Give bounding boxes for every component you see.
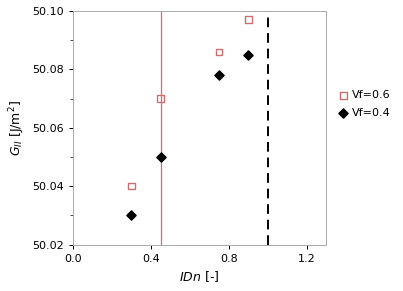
- Vf=0.6: [245, 17, 251, 22]
- Y-axis label: $G_{II}$ [J/m$^2$]: $G_{II}$ [J/m$^2$]: [7, 100, 27, 156]
- Legend: Vf=0.6, Vf=0.4: Vf=0.6, Vf=0.4: [334, 86, 395, 123]
- Vf=0.6: [216, 49, 222, 54]
- Vf=0.6: [128, 184, 135, 189]
- Vf=0.4: [245, 52, 251, 57]
- Vf=0.4: [128, 213, 135, 218]
- Vf=0.6: [158, 96, 164, 101]
- Vf=0.4: [216, 73, 222, 77]
- Vf=0.4: [158, 155, 164, 159]
- X-axis label: $IDn$ [-]: $IDn$ [-]: [179, 269, 220, 284]
